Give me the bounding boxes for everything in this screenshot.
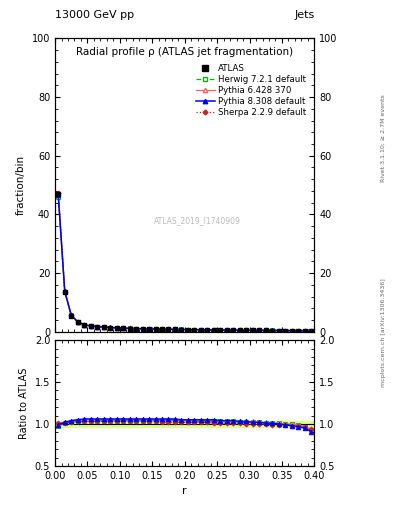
Y-axis label: fraction/bin: fraction/bin (16, 155, 26, 215)
X-axis label: r: r (182, 486, 187, 496)
Y-axis label: Ratio to ATLAS: Ratio to ATLAS (19, 368, 29, 439)
Bar (55, 421, 314, 426)
Text: mcplots.cern.ch [arXiv:1306.3436]: mcplots.cern.ch [arXiv:1306.3436] (381, 279, 386, 387)
Text: Radial profile ρ (ATLAS jet fragmentation): Radial profile ρ (ATLAS jet fragmentatio… (76, 47, 293, 57)
Legend: ATLAS, Herwig 7.2.1 default, Pythia 6.428 370, Pythia 8.308 default, Sherpa 2.2.: ATLAS, Herwig 7.2.1 default, Pythia 6.42… (193, 60, 310, 121)
Text: Rivet 3.1.10; ≥ 2.7M events: Rivet 3.1.10; ≥ 2.7M events (381, 94, 386, 182)
Text: ATLAS_2019_I1740909: ATLAS_2019_I1740909 (154, 216, 241, 225)
Text: 13000 GeV pp: 13000 GeV pp (55, 10, 134, 20)
Text: Jets: Jets (294, 10, 314, 20)
